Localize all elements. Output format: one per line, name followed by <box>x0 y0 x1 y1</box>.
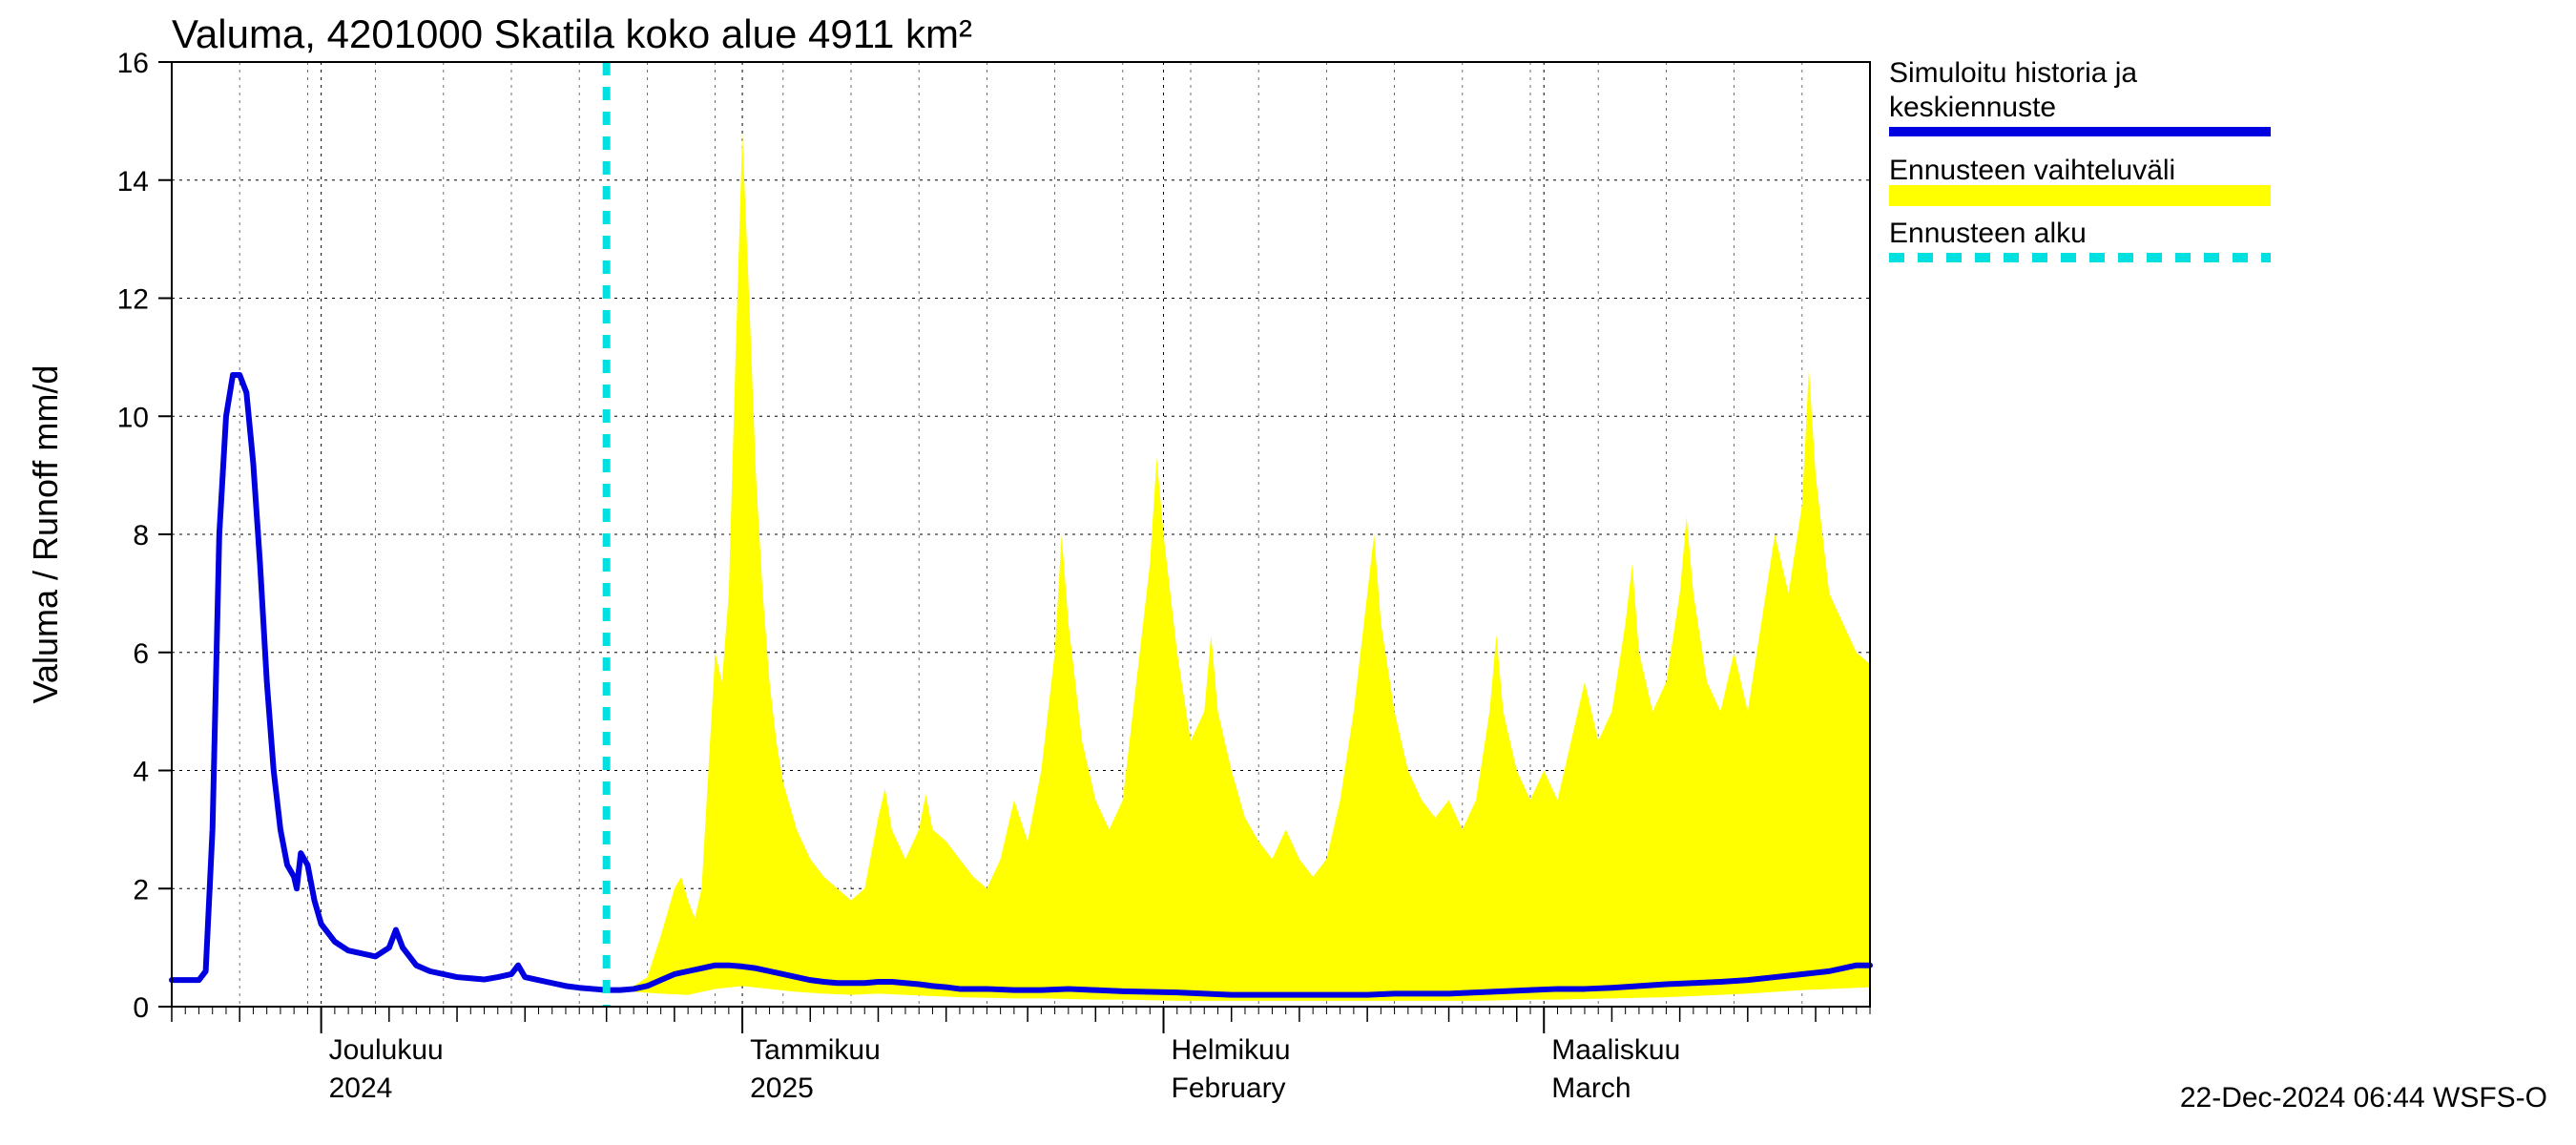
x-month-sublabel: 2024 <box>329 1072 393 1104</box>
chart-container: 0 2 4 6 8 10 12 14 16 Joulukuu 2024 Tammikuu 2025 Hel… <box>0 0 2576 1145</box>
footer-timestamp: 22-Dec-2024 06:44 WSFS-O <box>2180 1082 2547 1114</box>
chart-title: Valuma, 4201000 Skatila koko alue 4911 k… <box>172 11 972 56</box>
x-month-label: Joulukuu <box>329 1034 444 1066</box>
legend-label: keskiennuste <box>1889 92 2056 123</box>
y-axis-label: Valuma / Runoff mm/d <box>26 365 65 704</box>
y-tick-label: 10 <box>117 402 149 433</box>
x-month-label: Maaliskuu <box>1551 1034 1680 1066</box>
x-month-label: Tammikuu <box>750 1034 881 1066</box>
y-tick-label: 2 <box>133 874 149 906</box>
x-month-sublabel: March <box>1551 1072 1631 1104</box>
y-tick-label: 14 <box>117 166 149 198</box>
y-tick-label: 4 <box>133 757 149 788</box>
y-tick-label: 16 <box>117 48 149 79</box>
y-tick-label: 0 <box>133 992 149 1024</box>
y-tick-label: 6 <box>133 638 149 670</box>
runoff-chart: 0 2 4 6 8 10 12 14 16 Joulukuu 2024 Tammikuu 2025 Hel… <box>0 0 2576 1145</box>
y-tick-label: 8 <box>133 520 149 552</box>
legend-label: Simuloitu historia ja <box>1889 57 2137 89</box>
x-month-sublabel: February <box>1172 1072 1286 1104</box>
legend-label: Ennusteen vaihteluväli <box>1889 155 2175 186</box>
x-month-sublabel: 2025 <box>750 1072 814 1104</box>
y-tick-label: 12 <box>117 284 149 316</box>
legend-swatch-area <box>1889 185 2271 206</box>
x-month-label: Helmikuu <box>1172 1034 1291 1066</box>
legend-label: Ennusteen alku <box>1889 218 2087 249</box>
